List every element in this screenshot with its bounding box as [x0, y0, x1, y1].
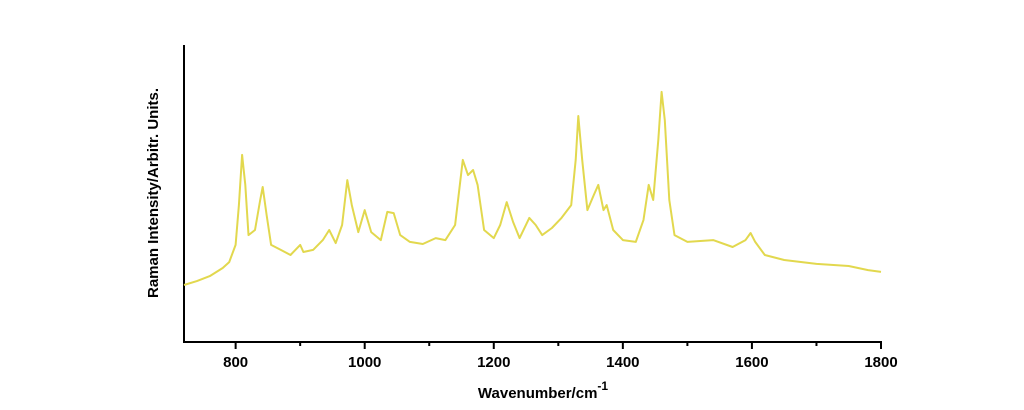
x-tick-label: 800 — [223, 354, 248, 371]
x-tick-label: 1800 — [864, 354, 897, 371]
x-tick-label: 1000 — [348, 354, 381, 371]
x-tick-label: 1400 — [606, 354, 639, 371]
x-tick-label: 1200 — [477, 354, 510, 371]
x-axis-title-sup: -1 — [597, 379, 608, 393]
x-axis-title-text: Wavenumber/cm — [478, 385, 597, 402]
x-tick-label: 1600 — [735, 354, 768, 371]
spectrum-line — [183, 90, 882, 286]
y-axis-title: Raman Intensity/Arbitr. Units. — [145, 88, 162, 298]
x-axis-title: Wavenumber/cm-1 — [478, 379, 608, 402]
